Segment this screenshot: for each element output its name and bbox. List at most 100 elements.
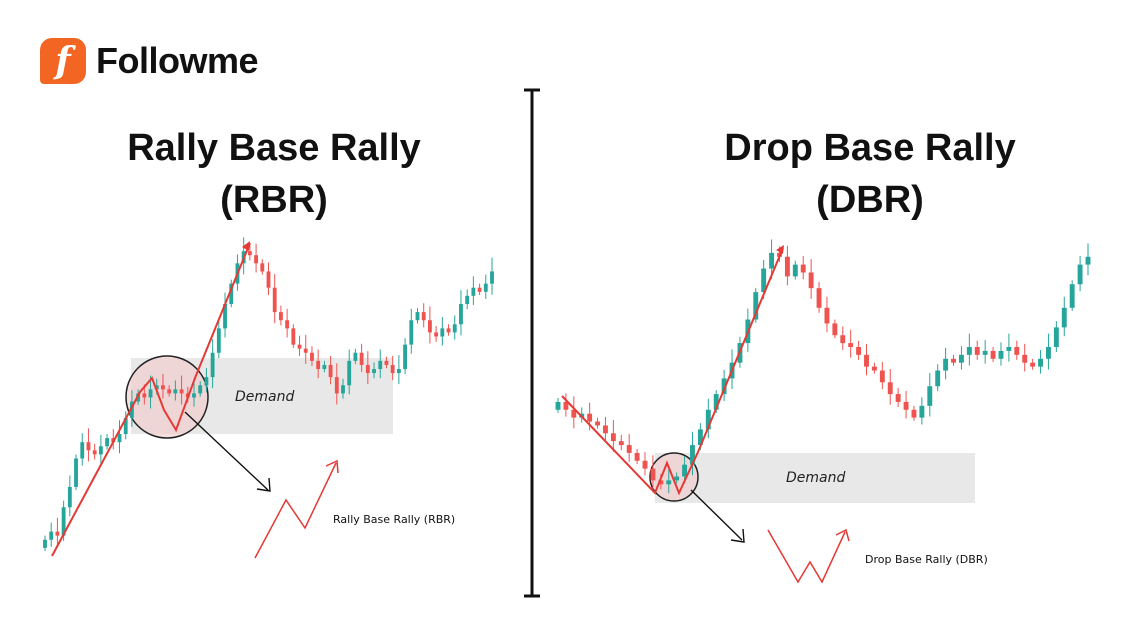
dbr-candle-body <box>1030 362 1036 367</box>
dbr-candle-body <box>595 421 601 426</box>
rbr-base-circle <box>125 355 209 439</box>
dbr-candle-body <box>998 350 1004 359</box>
rbr-candle-body <box>179 389 184 394</box>
dbr-shape-icon <box>767 528 850 584</box>
rbr-candle-body <box>427 320 432 333</box>
rbr-candle-body <box>347 360 352 386</box>
rbr-candle-body <box>291 328 296 345</box>
dbr-demand-zone <box>655 453 975 503</box>
rbr-candle-body <box>254 255 259 264</box>
dbr-candle-body <box>1053 327 1059 347</box>
dbr-candle-body <box>705 409 711 430</box>
dbr-shape-label: Drop Base Rally (DBR) <box>865 553 988 566</box>
rbr-candle-body <box>192 393 196 398</box>
dbr-candle-body <box>982 350 988 355</box>
dbr-pattern-line <box>561 247 784 496</box>
dbr-candle-body <box>610 433 616 442</box>
rbr-candle-body <box>67 486 72 508</box>
rbr-candle-body <box>434 332 439 337</box>
rbr-candle-body <box>210 352 215 378</box>
dbr-candle-body <box>832 323 838 336</box>
rbr-candle-body <box>403 344 408 370</box>
logo-mark-letter: f <box>55 40 71 82</box>
rbr-shape-label: Rally Base Rally (RBR) <box>333 513 455 526</box>
dbr-candle-body <box>690 445 695 465</box>
rbr-candle-body <box>390 364 395 374</box>
rbr-candle-body <box>129 401 134 418</box>
rbr-candle-body <box>446 328 451 333</box>
dbr-candle-body <box>840 335 846 344</box>
dbr-candle-body <box>555 401 561 410</box>
rbr-candle-body <box>105 438 110 447</box>
dbr-pattern-arrowhead <box>776 245 784 254</box>
rbr-candle-body <box>266 271 271 288</box>
rbr-candle-body <box>167 389 172 394</box>
rbr-candle-body <box>161 385 165 390</box>
rbr-candle-body <box>98 446 103 455</box>
dbr-candle-body <box>658 480 664 485</box>
dbr-candle-body <box>761 268 767 293</box>
rbr-title-line2: (RBR) <box>220 179 328 221</box>
dbr-candle-body <box>587 413 593 422</box>
dbr-candle-body <box>571 409 577 418</box>
rbr-title-line1: Rally Base Rally <box>127 127 421 169</box>
dbr-candle-body <box>919 405 925 418</box>
rbr-candle-body <box>216 328 221 353</box>
rbr-candle-body <box>173 389 178 394</box>
rbr-candle-body <box>303 348 308 353</box>
rbr-candle-body <box>322 364 327 370</box>
dbr-candle-body <box>618 441 624 446</box>
rbr-candle-body <box>117 434 122 443</box>
rbr-candle-body <box>459 303 463 325</box>
rbr-candle-body <box>334 377 339 394</box>
rbr-candle-body <box>471 287 476 296</box>
rbr-candle-body <box>310 352 314 361</box>
rbr-title: Rally Base Rally (RBR) <box>64 122 484 226</box>
dbr-candle-body <box>626 445 632 453</box>
rbr-candle-body <box>372 369 376 374</box>
rbr-candle-body <box>483 283 488 292</box>
dbr-candle-body <box>966 347 972 355</box>
rbr-candle-body <box>92 450 97 455</box>
rbr-candle-body <box>142 393 147 398</box>
rbr-candle-body <box>316 360 321 370</box>
dbr-candle-body <box>603 425 608 434</box>
brand-name: Followme <box>96 40 259 81</box>
dbr-candle-body <box>1014 347 1020 355</box>
dbr-candle-body <box>887 382 893 395</box>
dbr-candle-body <box>682 464 688 477</box>
dbr-candle-body <box>674 476 680 481</box>
dbr-candle-body <box>856 347 862 355</box>
rbr-candle-body <box>272 287 277 313</box>
dbr-candle-body <box>792 264 798 277</box>
rbr-candle-body <box>396 369 401 374</box>
rbr-candle-body <box>285 320 290 329</box>
dbr-candle-body <box>816 288 822 308</box>
dbr-candle-body <box>911 409 917 418</box>
dbr-candle-body <box>935 370 941 387</box>
dbr-candle-body <box>769 252 775 269</box>
rbr-pattern-arrowhead <box>242 241 250 251</box>
dbr-candle-body <box>1069 284 1075 308</box>
dbr-candle-body <box>634 452 640 461</box>
rbr-candle-body <box>154 385 159 390</box>
dbr-candle-body <box>753 292 759 320</box>
rbr-candle-body <box>148 389 153 398</box>
dbr-candle-body <box>1077 264 1083 285</box>
dbr-title-line2: (DBR) <box>816 179 924 221</box>
dbr-candle-body <box>990 350 996 359</box>
rbr-candle-body <box>223 303 227 329</box>
rbr-candle-body <box>328 364 333 378</box>
dbr-candle-body <box>1045 347 1051 359</box>
dbr-candle-body <box>563 401 569 410</box>
dbr-candle-body <box>871 366 877 371</box>
dbr-candle-body <box>958 354 964 363</box>
rbr-candle-body <box>452 324 457 333</box>
dbr-candle-body <box>721 378 727 395</box>
rbr-candle-body <box>421 312 426 321</box>
followme-logo-icon: f <box>40 38 86 84</box>
dbr-candle-body <box>1085 256 1091 265</box>
rbr-candle-body <box>247 251 252 256</box>
dbr-demand-label: Demand <box>786 470 845 486</box>
